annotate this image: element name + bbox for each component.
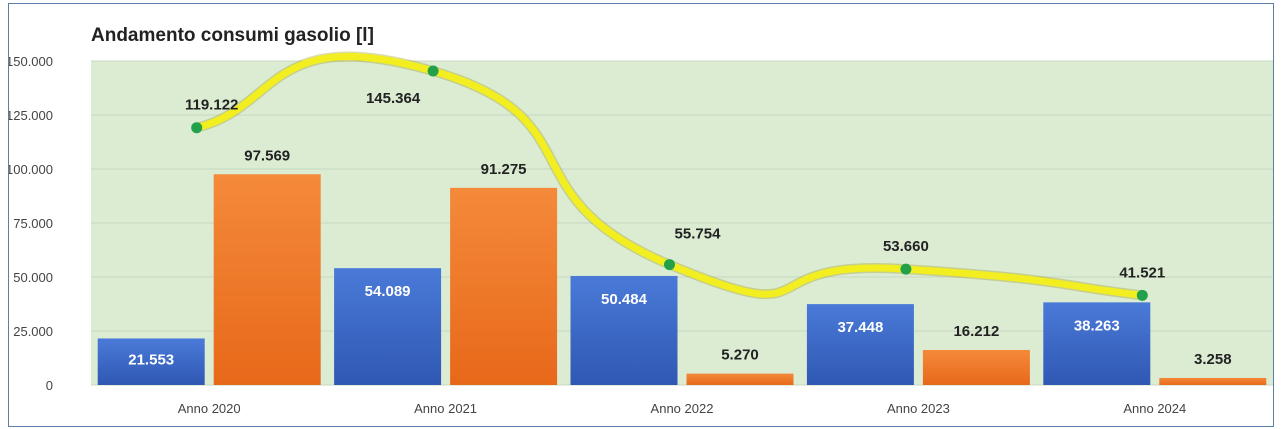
x-tick-label: Anno 2024 bbox=[1123, 401, 1186, 416]
chart-title: Andamento consumi gasolio [l] bbox=[91, 25, 374, 46]
y-tick-label: 25.000 bbox=[13, 324, 53, 339]
bar-label-blue: 54.089 bbox=[365, 283, 411, 300]
x-tick-label: Anno 2023 bbox=[887, 401, 950, 416]
line-label: 145.364 bbox=[366, 90, 421, 107]
y-tick-label: 50.000 bbox=[13, 270, 53, 285]
line-label: 41.521 bbox=[1119, 264, 1165, 281]
bar-orange bbox=[922, 349, 1030, 385]
bar-label-orange: 5.270 bbox=[721, 347, 759, 364]
y-tick-label: 0 bbox=[46, 378, 53, 393]
x-tick-label: Anno 2021 bbox=[414, 401, 477, 416]
bar-blue bbox=[1043, 302, 1151, 385]
line-marker bbox=[427, 65, 439, 77]
line-label: 53.660 bbox=[883, 238, 929, 255]
x-tick-label: Anno 2022 bbox=[651, 401, 714, 416]
line-marker bbox=[900, 263, 912, 275]
bar-orange bbox=[1159, 377, 1267, 385]
y-tick-label: 100.000 bbox=[9, 162, 53, 177]
bar-blue bbox=[806, 304, 914, 385]
bar-label-blue: 37.448 bbox=[837, 319, 883, 336]
bar-label-blue: 50.484 bbox=[601, 291, 648, 308]
y-tick-label: 125.000 bbox=[9, 108, 53, 123]
chart-svg: Andamento consumi gasolio [l] 0 25.000 50.… bbox=[9, 25, 1273, 416]
bar-orange bbox=[213, 174, 321, 385]
bar-label-orange: 3.258 bbox=[1194, 351, 1232, 368]
y-tick-label: 75.000 bbox=[13, 216, 53, 231]
bar-label-orange: 97.569 bbox=[244, 147, 290, 164]
bar-label-blue: 38.263 bbox=[1074, 317, 1120, 334]
line-marker bbox=[191, 122, 203, 134]
line-label: 119.122 bbox=[185, 97, 238, 114]
bar-blue bbox=[97, 338, 205, 385]
line-label: 55.754 bbox=[675, 226, 722, 243]
bar-orange bbox=[686, 373, 794, 385]
bar-blue bbox=[570, 275, 678, 385]
bar-orange bbox=[450, 187, 558, 385]
bar-blue bbox=[334, 268, 442, 385]
y-tick-label: 150.000 bbox=[9, 54, 53, 69]
bar-label-blue: 21.553 bbox=[128, 351, 174, 368]
line-marker bbox=[664, 259, 675, 271]
line-marker bbox=[1136, 289, 1148, 301]
x-tick-label: Anno 2020 bbox=[178, 401, 241, 416]
chart-frame: Andamento consumi gasolio [l] 0 25.000 50.… bbox=[8, 3, 1274, 427]
bar-label-orange: 91.275 bbox=[481, 161, 527, 178]
bar-label-orange: 16.212 bbox=[953, 323, 999, 340]
